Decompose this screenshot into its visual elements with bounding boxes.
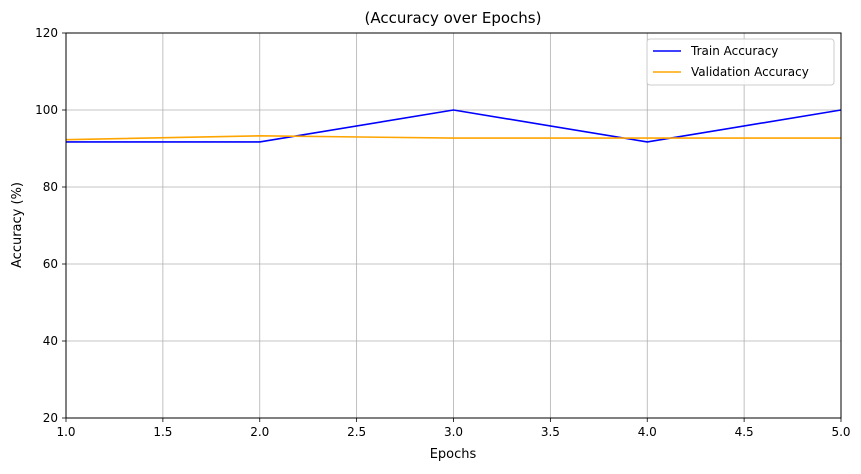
legend-label: Train Accuracy bbox=[690, 44, 778, 58]
y-tick-label: 120 bbox=[35, 26, 58, 40]
series-line-0 bbox=[66, 109, 842, 143]
x-tick-label: 1.0 bbox=[56, 425, 75, 439]
y-tick-label: 100 bbox=[35, 103, 58, 117]
legend: Train Accuracy Validation Accuracy bbox=[646, 38, 835, 86]
x-tick-label: 2.0 bbox=[250, 425, 269, 439]
legend-box bbox=[646, 38, 835, 86]
x-tick-label: 3.0 bbox=[444, 425, 463, 439]
y-tick-label: 80 bbox=[43, 180, 58, 194]
y-tick-label: 20 bbox=[43, 411, 58, 425]
ticks: 1.0 1.5 2.0 2.5 3.0 3.5 4.0 4.5 5.0 20 40 60 80 100 12… bbox=[35, 26, 850, 439]
x-tick-label: 3.5 bbox=[541, 425, 560, 439]
grid bbox=[65, 32, 842, 419]
x-tick-label: 5.0 bbox=[831, 425, 850, 439]
x-tick-label: 1.5 bbox=[153, 425, 172, 439]
x-tick-label: 4.5 bbox=[735, 425, 754, 439]
y-tick-label: 60 bbox=[43, 257, 58, 271]
x-tick-label: 4.0 bbox=[638, 425, 657, 439]
y-axis-label: Accuracy (%) bbox=[10, 182, 25, 268]
series-lines bbox=[65, 109, 842, 143]
x-axis-label: Epochs bbox=[430, 447, 477, 462]
x-tick-label: 2.5 bbox=[347, 425, 366, 439]
y-tick-label: 40 bbox=[43, 334, 58, 348]
legend-label: Validation Accuracy bbox=[691, 65, 809, 79]
chart-title: (Accuracy over Epochs) bbox=[365, 9, 542, 27]
series-line-1 bbox=[65, 135, 841, 141]
